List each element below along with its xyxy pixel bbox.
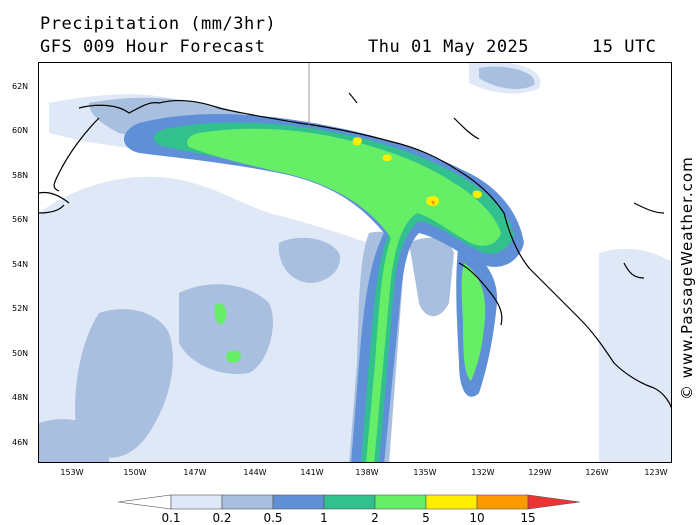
lat-label: 56N xyxy=(12,215,29,224)
lat-label: 50N xyxy=(12,349,29,358)
legend-swatch-3 xyxy=(272,494,325,510)
legend-swatch-8 xyxy=(527,494,581,510)
lat-label: 48N xyxy=(12,393,29,402)
legend-swatch-6 xyxy=(425,494,478,510)
legend-swatch-7 xyxy=(476,494,529,510)
forecast-date: Thu 01 May 2025 xyxy=(368,37,530,57)
map-canvas xyxy=(39,63,671,462)
lat-label: 60N xyxy=(12,126,29,135)
lat-label: 58N xyxy=(12,171,29,180)
lon-label: 126W xyxy=(585,468,609,477)
coastline xyxy=(39,92,671,409)
lon-label: 123W xyxy=(644,468,668,477)
lat-label: 46N xyxy=(12,438,29,447)
legend-label: 10 xyxy=(469,511,485,525)
legend-label: 1 xyxy=(320,511,328,525)
lon-label: 138W xyxy=(355,468,379,477)
lon-label: 144W xyxy=(243,468,267,477)
legend-swatch-2 xyxy=(221,494,274,510)
precip-main-band xyxy=(124,113,524,462)
lon-label: 132W xyxy=(471,468,495,477)
legend-swatch-0 xyxy=(118,494,172,510)
lon-label: 153W xyxy=(60,468,84,477)
lat-label: 62N xyxy=(12,82,29,91)
legend-label: 0.5 xyxy=(263,511,283,525)
lon-label: 129W xyxy=(528,468,552,477)
forecast-time: 15 UTC xyxy=(592,37,657,57)
legend-label: 2 xyxy=(371,511,379,525)
legend-label: 5 xyxy=(422,511,430,525)
credit-text: © www.PassageWeather.com xyxy=(678,156,696,400)
legend-swatch-4 xyxy=(323,494,376,510)
lon-label: 150W xyxy=(123,468,147,477)
color-legend xyxy=(118,494,581,510)
legend-swatch-1 xyxy=(170,494,223,510)
legend-swatch-5 xyxy=(374,494,427,510)
precip-heavy-spots xyxy=(352,137,482,206)
lon-label: 141W xyxy=(300,468,324,477)
precipitation-map xyxy=(38,62,672,463)
legend-label: 0.1 xyxy=(161,511,181,525)
lat-label: 54N xyxy=(12,260,29,269)
lon-label: 135W xyxy=(413,468,437,477)
map-title: Precipitation (mm/3hr) xyxy=(40,14,277,34)
lon-label: 147W xyxy=(183,468,207,477)
legend-label: 15 xyxy=(520,511,536,525)
legend-label: 0.2 xyxy=(212,511,232,525)
forecast-subtitle: GFS 009 Hour Forecast xyxy=(40,37,266,57)
lat-label: 52N xyxy=(12,304,29,313)
